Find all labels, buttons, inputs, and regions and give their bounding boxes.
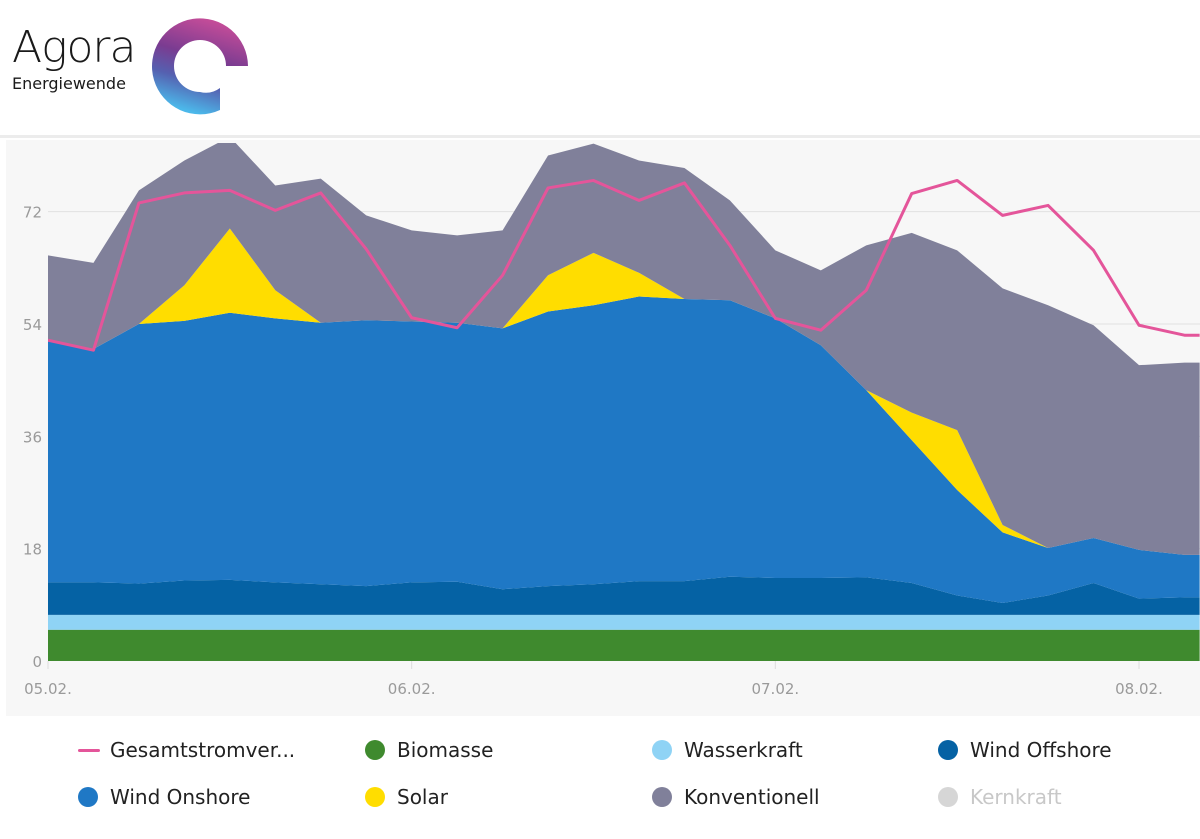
y-tick-label: 54 (23, 316, 42, 334)
legend-label: Wind Offshore (970, 738, 1112, 762)
x-tick-label: 07.02. (751, 680, 799, 698)
y-tick-label: 36 (23, 428, 42, 446)
legend-label: Solar (397, 785, 448, 809)
area-solar (48, 228, 1200, 555)
legend-dot-icon (652, 787, 672, 807)
y-tick-label: 0 (32, 653, 42, 671)
legend-dot-icon (78, 787, 98, 807)
legend-label: Konventionell (684, 785, 820, 809)
legend-dot-icon (938, 740, 958, 760)
area-wind-offshore (48, 576, 1200, 615)
x-tick-label: 06.02. (388, 680, 436, 698)
legend-item-kernkraft[interactable]: Kernkraft (938, 785, 1062, 809)
area-konventionell (48, 143, 1200, 555)
header: Agora Energiewende (0, 0, 1200, 135)
legend-dot-icon (938, 787, 958, 807)
legend-item-gesamtstromver[interactable]: Gesamtstromver... (78, 738, 295, 762)
legend-item-biomasse[interactable]: Biomasse (365, 738, 493, 762)
legend-item-konventionell[interactable]: Konventionell (652, 785, 820, 809)
legend-label: Kernkraft (970, 785, 1062, 809)
y-tick-label: 18 (23, 541, 42, 559)
legend-label: Wasserkraft (684, 738, 803, 762)
energy-chart: 0 18 36 54 72 05.02. 06.02. 07.02. 08.02. (23, 143, 1200, 698)
legend-item-wind-onshore[interactable]: Wind Onshore (78, 785, 250, 809)
legend-dot-icon (652, 740, 672, 760)
brand-subtitle: Energiewende (12, 74, 126, 93)
brand-logo-text: Agora Energiewende (12, 22, 136, 94)
legend-dot-icon (365, 740, 385, 760)
x-tick-label: 08.02. (1115, 680, 1163, 698)
legend-label: Wind Onshore (110, 785, 251, 809)
legend-label: Gesamtstromver... (110, 738, 296, 762)
legend-item-wind-offshore[interactable]: Wind Offshore (938, 738, 1112, 762)
legend-dot-icon (365, 787, 385, 807)
line-gesamtstromverbrauch (48, 178, 1200, 352)
y-tick-label: 72 (23, 204, 42, 222)
area-wind-onshore (48, 296, 1200, 603)
legend-line-icon (78, 748, 100, 752)
legend-item-wasserkraft[interactable]: Wasserkraft (652, 738, 803, 762)
brand-name: Agora (12, 22, 136, 73)
agora-logo-icon (152, 18, 248, 115)
area-biomasse (48, 629, 1200, 661)
x-tick-label: 05.02. (24, 680, 72, 698)
header-divider (0, 135, 1200, 138)
legend-item-solar[interactable]: Solar (365, 785, 448, 809)
legend-label: Biomasse (397, 738, 494, 762)
area-wasserkraft (48, 614, 1200, 630)
